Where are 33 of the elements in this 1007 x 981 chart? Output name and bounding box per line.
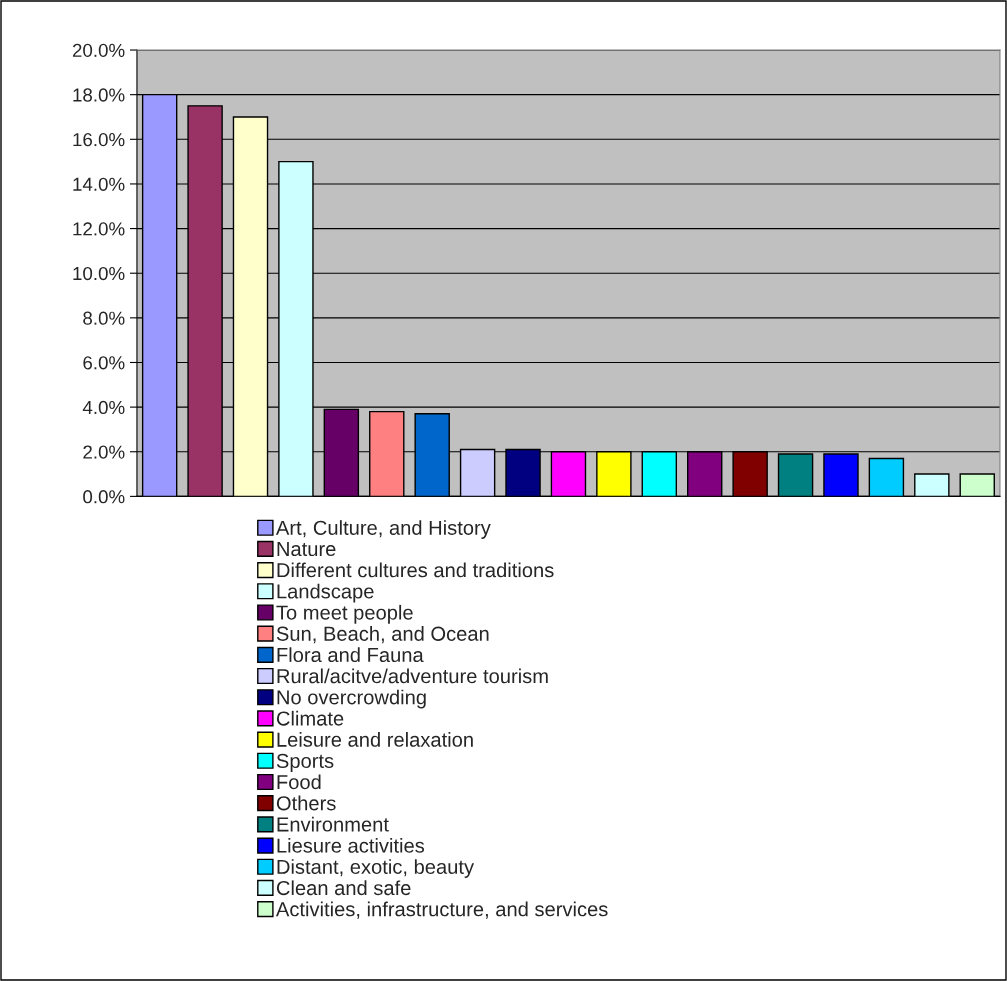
y-tick-label: 20.0% <box>72 43 125 58</box>
legend-label: Sports <box>276 753 334 772</box>
legend-label: Art, Culture, and History <box>275 520 491 539</box>
legend-label: Food <box>277 774 321 790</box>
legend-label: To meet people <box>276 604 413 624</box>
y-tick-label: 14.0% <box>73 177 125 191</box>
y-tick-label: 2.0% <box>83 445 125 459</box>
bar <box>868 457 905 497</box>
legend-label: Clean and safe <box>276 880 411 896</box>
y-tick-label: 10.0% <box>73 266 125 281</box>
legend-label: Rural/acitve/adventure tourism <box>277 668 548 684</box>
legend-label: Nature <box>277 542 336 557</box>
legend-label: Sun, Beach, and Ocean <box>276 626 489 644</box>
y-tick-label: 16.0% <box>73 133 125 147</box>
y-tick-label: 8.0% <box>83 311 125 325</box>
legend-label: No overcrowding <box>277 689 426 709</box>
legend-label: Activities, infrastructure, and services <box>275 901 608 919</box>
y-tick-label: 12.0% <box>73 222 125 236</box>
legend-label: Landscape <box>277 583 374 603</box>
y-tick-label: 0.0% <box>83 490 125 504</box>
legend-label: Different cultures and traditions <box>277 562 554 578</box>
y-tick-label: 4.0% <box>82 400 125 415</box>
y-tick-label: 18.0% <box>73 88 125 102</box>
legend-label: Environment <box>277 816 389 832</box>
legend-label: Distant, exotic, beauty <box>277 859 475 878</box>
bar <box>914 473 950 497</box>
legend-label: Leisure and relaxation <box>277 732 473 747</box>
legend-label: Liesure activities <box>277 837 425 853</box>
bar <box>959 473 995 497</box>
legend-label: Climate <box>276 710 344 726</box>
legend-label: Flora and Fauna <box>277 647 424 663</box>
legend-label: Others <box>276 795 336 811</box>
y-tick-label: 6.0% <box>83 356 125 370</box>
